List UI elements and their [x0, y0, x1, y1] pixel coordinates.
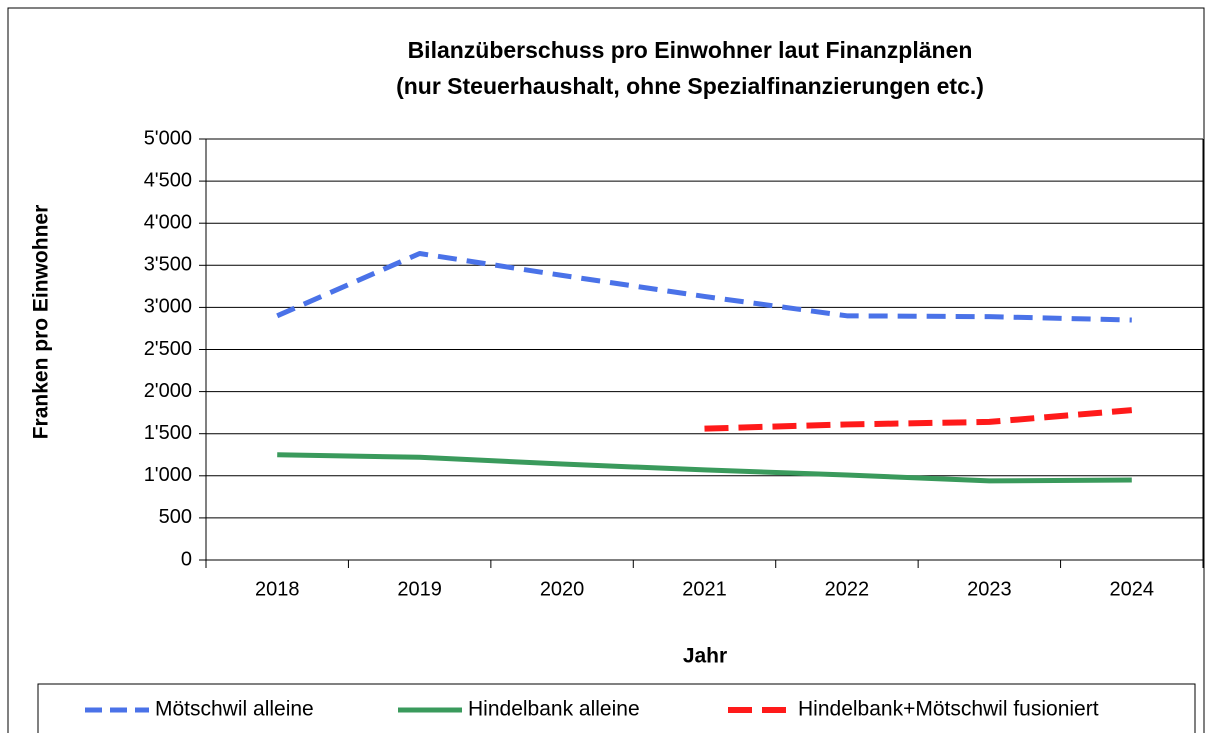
- y-tick-label: 2'000: [144, 380, 192, 402]
- x-tick-label: 2023: [967, 578, 1012, 600]
- x-tick-label: 2022: [825, 578, 870, 600]
- y-tick-label: 4'000: [144, 211, 192, 233]
- chart-subtitle: (nur Steuerhaushalt, ohne Spezialfinanzi…: [396, 73, 984, 99]
- x-tick-label: 2021: [682, 578, 727, 600]
- y-tick-label: 1'500: [144, 422, 192, 444]
- x-tick-label: 2020: [540, 578, 585, 600]
- legend-label: Hindelbank alleine: [468, 698, 640, 721]
- y-tick-label: 0: [181, 548, 192, 570]
- series-line: [704, 407, 1133, 432]
- x-tick-label: 2019: [397, 578, 442, 600]
- y-tick-label: 3'500: [144, 254, 192, 276]
- x-axis-title: Jahr: [683, 645, 727, 668]
- series-line: [276, 251, 1132, 323]
- y-tick-label: 1'000: [144, 464, 192, 486]
- legend-label: Mötschwil alleine: [155, 698, 314, 721]
- y-tick-label: 2'500: [144, 338, 192, 360]
- series-line: [277, 452, 1132, 484]
- y-tick-label: 5'000: [144, 127, 192, 149]
- y-tick-label: 4'500: [144, 169, 192, 191]
- y-tick-label: 500: [159, 506, 192, 528]
- x-tick-label: 2018: [255, 578, 300, 600]
- y-tick-label: 3'000: [144, 296, 192, 318]
- chart-title: Bilanzüberschuss pro Einwohner laut Fina…: [408, 37, 973, 63]
- legend-label: Hindelbank+Mötschwil fusioniert: [798, 698, 1099, 721]
- legend-box: [37, 683, 1196, 738]
- y-axis-title: Franken pro Einwohner: [30, 205, 53, 440]
- x-tick-label: 2024: [1110, 578, 1155, 600]
